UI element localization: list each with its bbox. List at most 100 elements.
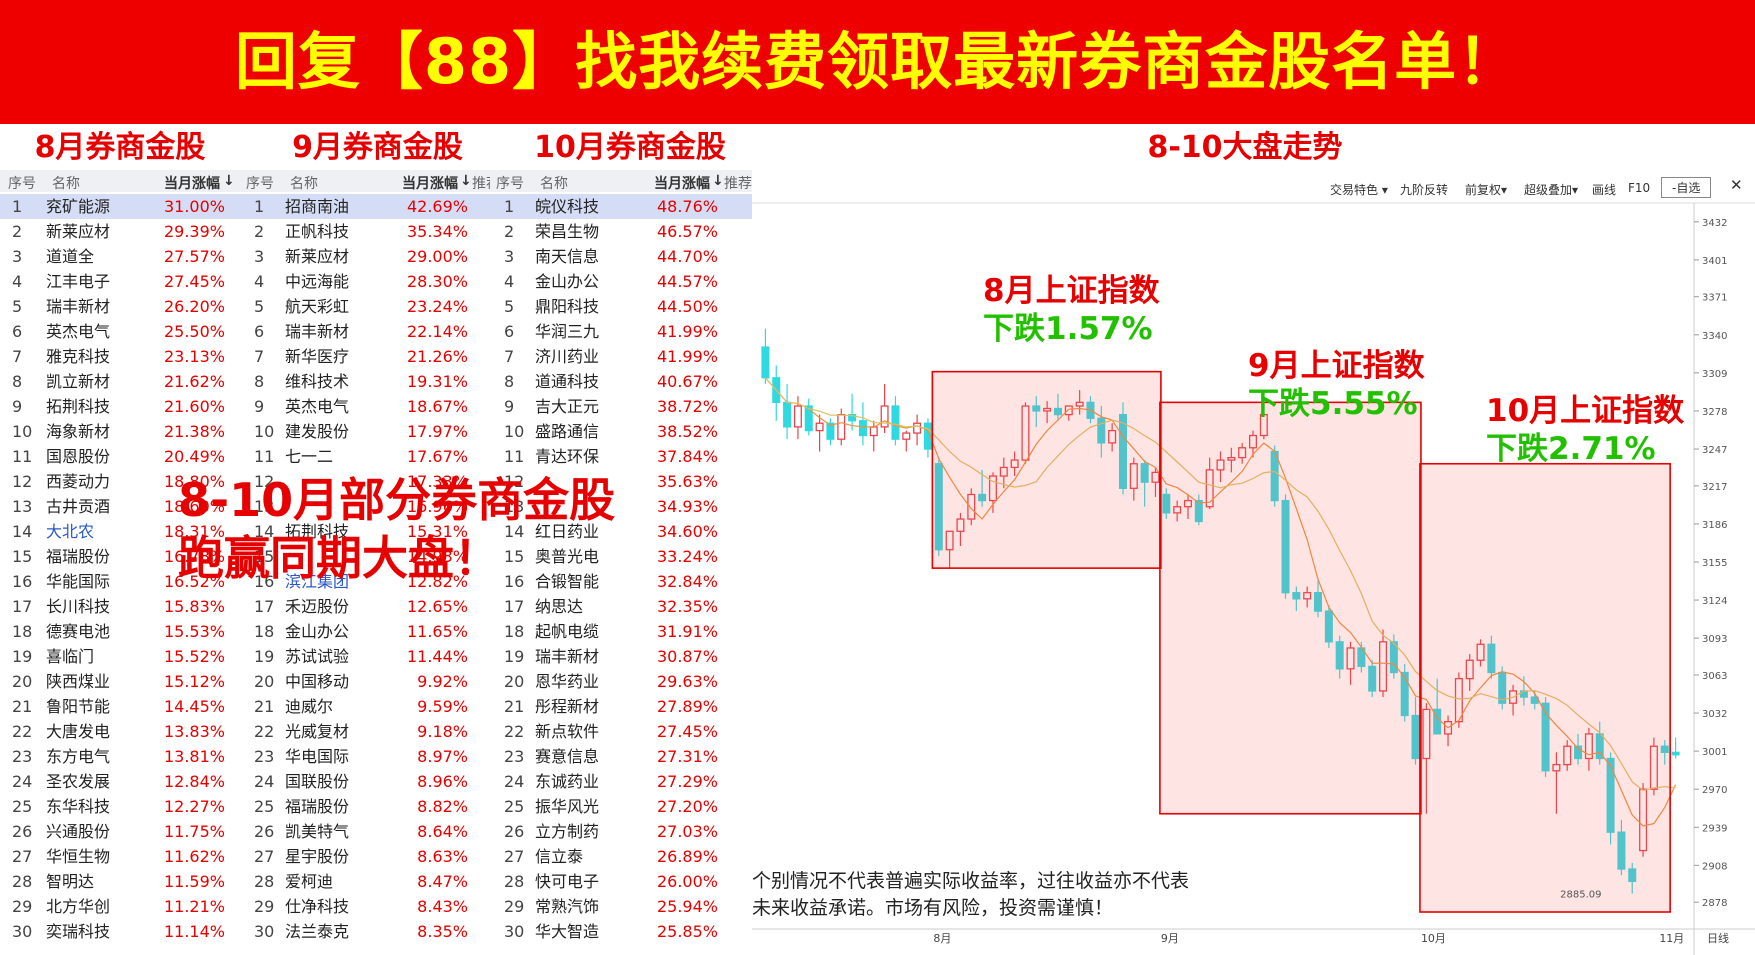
table-row[interactable]: 6 瑞丰新材 22.14% [240, 319, 490, 344]
table-row[interactable]: 21 迪威尔 9.59% [240, 694, 490, 719]
table-row[interactable]: 3 道道全 27.57% [0, 244, 240, 269]
table-row[interactable]: 14 拓荆科技 15.31% [240, 519, 490, 544]
table-row[interactable]: 15 福瑞股份 16.78% [0, 544, 240, 569]
table-row[interactable]: 6 英杰电气 25.50% [0, 319, 240, 344]
table-row[interactable]: 12 西菱动力 18.80% [0, 469, 240, 494]
table-row[interactable]: 26 凯美特气 8.64% [240, 819, 490, 844]
table-row[interactable]: 22 大唐发电 13.83% [0, 719, 240, 744]
table-row[interactable]: 8 维科技术 19.31% [240, 369, 490, 394]
table-row[interactable]: 11 青达环保 37.84% [490, 444, 752, 469]
table-row[interactable]: 20 陕西煤业 15.12% [0, 669, 240, 694]
table-row[interactable]: 19 苏试试验 11.44% [240, 644, 490, 669]
table-row[interactable]: 21 彤程新材 27.89% [490, 694, 752, 719]
table-row[interactable]: 4 中远海能 28.30% [240, 269, 490, 294]
table-row[interactable]: 2 正帆科技 35.34% [240, 219, 490, 244]
table-row[interactable]: 22 光威复材 9.18% [240, 719, 490, 744]
table-row[interactable]: 4 金山办公 44.57% [490, 269, 752, 294]
table-row[interactable]: 25 东华科技 12.27% [0, 794, 240, 819]
table-row[interactable]: 2 新莱应材 29.39% [0, 219, 240, 244]
table-row[interactable]: 10 盛路通信 38.52% [490, 419, 752, 444]
table-row[interactable]: 8 凯立新材 21.62% [0, 369, 240, 394]
header-pct[interactable]: 当月涨幅 [164, 176, 220, 192]
table-row[interactable]: 7 济川药业 41.99% [490, 344, 752, 369]
table-row[interactable]: 7 新华医疗 21.26% [240, 344, 490, 369]
table-row[interactable]: 26 兴通股份 11.75% [0, 819, 240, 844]
table-row[interactable]: 17 禾迈股份 12.65% [240, 594, 490, 619]
table-row[interactable]: 4 江丰电子 27.45% [0, 269, 240, 294]
table-row[interactable]: 29 北方华创 11.21% [0, 894, 240, 919]
toolbar-item-f10[interactable]: F10 [1628, 181, 1651, 195]
table-row[interactable]: 23 东方电气 13.81% [0, 744, 240, 769]
table-row[interactable]: 21 鲁阳节能 14.45% [0, 694, 240, 719]
toolbar-item-nine-reversal[interactable]: 九阶反转 [1400, 183, 1449, 197]
table-row[interactable]: 9 英杰电气 18.67% [240, 394, 490, 419]
table-row[interactable]: 13 34.93% [490, 494, 752, 519]
table-row[interactable]: 24 国联股份 8.96% [240, 769, 490, 794]
table-row[interactable]: 7 雅克科技 23.13% [0, 344, 240, 369]
table-row[interactable]: 3 南天信息 44.70% [490, 244, 752, 269]
close-icon[interactable]: ✕ [1730, 176, 1743, 194]
table-row[interactable]: 1 招商南油 42.69% [240, 194, 490, 219]
table-row[interactable]: 30 奕瑞科技 11.14% [0, 919, 240, 944]
table-row[interactable]: 12 35.63% [490, 469, 752, 494]
toolbar-item-adjust[interactable]: 前复权▾ [1465, 183, 1508, 197]
table-row[interactable]: 5 航天彩虹 23.24% [240, 294, 490, 319]
header-idx[interactable]: 序号 [246, 176, 274, 192]
table-row[interactable]: 18 起帆电缆 31.91% [490, 619, 752, 644]
sort-down-icon[interactable]: ↓ [460, 173, 472, 189]
table-row[interactable]: 3 新莱应材 29.00% [240, 244, 490, 269]
table-row[interactable]: 30 法兰泰克 8.35% [240, 919, 490, 944]
table-row[interactable]: 29 常熟汽饰 25.94% [490, 894, 752, 919]
header-extra[interactable]: 推荐 [724, 176, 752, 192]
table-row[interactable]: 1 兖矿能源 31.00% [0, 194, 240, 219]
toolbar-item-watchlist[interactable]: -自选 [1661, 177, 1712, 198]
table-row[interactable]: 18 金山办公 11.65% [240, 619, 490, 644]
table-row[interactable]: 13 16.96% [240, 494, 490, 519]
table-row[interactable]: 10 建发股份 17.97% [240, 419, 490, 444]
table-row[interactable]: 15 14.93% [240, 544, 490, 569]
table-row[interactable]: 23 赛意信息 27.31% [490, 744, 752, 769]
table-row[interactable]: 6 华润三九 41.99% [490, 319, 752, 344]
table-row[interactable]: 16 滨江集团 12.82% [240, 569, 490, 594]
table-row[interactable]: 8 道通科技 40.67% [490, 369, 752, 394]
table-row[interactable]: 28 智明达 11.59% [0, 869, 240, 894]
table-row[interactable]: 24 东诚药业 27.29% [490, 769, 752, 794]
table-row[interactable]: 11 七一二 17.67% [240, 444, 490, 469]
table-row[interactable]: 13 古井贡酒 18.60% [0, 494, 240, 519]
sort-down-icon[interactable]: ↓ [712, 173, 724, 189]
table-row[interactable]: 5 瑞丰新材 26.20% [0, 294, 240, 319]
table-row[interactable]: 23 华电国际 8.97% [240, 744, 490, 769]
table-row[interactable]: 20 恩华药业 29.63% [490, 669, 752, 694]
table-row[interactable]: 10 海象新材 21.38% [0, 419, 240, 444]
header-pct[interactable]: 当月涨幅 [402, 176, 458, 192]
table-row[interactable]: 16 华能国际 16.52% [0, 569, 240, 594]
table-row[interactable]: 20 中国移动 9.92% [240, 669, 490, 694]
table-row[interactable]: 27 华恒生物 11.62% [0, 844, 240, 869]
index-candlestick-chart[interactable]: 3432 3401 3371 3340 3309 3278 3247 3217 3186 3155… [752, 172, 1755, 955]
table-row[interactable]: 26 立方制药 27.03% [490, 819, 752, 844]
table-row[interactable]: 11 国恩股份 20.49% [0, 444, 240, 469]
table-row[interactable]: 27 信立泰 26.89% [490, 844, 752, 869]
table-row[interactable]: 29 仕净科技 8.43% [240, 894, 490, 919]
table-row[interactable]: 18 德赛电池 15.53% [0, 619, 240, 644]
header-name[interactable]: 名称 [290, 176, 318, 192]
header-idx[interactable]: 序号 [8, 176, 36, 192]
toolbar-item-overlay[interactable]: 超级叠加▾ [1524, 183, 1579, 197]
table-row[interactable]: 22 新点软件 27.45% [490, 719, 752, 744]
header-name[interactable]: 名称 [52, 176, 80, 192]
toolbar-item-trade-feature[interactable]: 交易特色 ▾ [1330, 183, 1388, 197]
table-row[interactable]: 28 爱柯迪 8.47% [240, 869, 490, 894]
table-row[interactable]: 9 吉大正元 38.72% [490, 394, 752, 419]
header-pct[interactable]: 当月涨幅 [654, 176, 710, 192]
table-row[interactable]: 16 合锻智能 32.84% [490, 569, 752, 594]
table-row[interactable]: 1 皖仪科技 48.76% [490, 194, 752, 219]
table-row[interactable]: 5 鼎阳科技 44.50% [490, 294, 752, 319]
table-row[interactable]: 17 长川科技 15.83% [0, 594, 240, 619]
table-row[interactable]: 9 拓荆科技 21.60% [0, 394, 240, 419]
table-row[interactable]: 30 华大智造 25.85% [490, 919, 752, 944]
table-row[interactable]: 14 大北农 18.31% [0, 519, 240, 544]
header-name[interactable]: 名称 [540, 176, 568, 192]
table-row[interactable]: 14 红日药业 34.60% [490, 519, 752, 544]
table-row[interactable]: 25 振华风光 27.20% [490, 794, 752, 819]
table-row[interactable]: 25 福瑞股份 8.82% [240, 794, 490, 819]
